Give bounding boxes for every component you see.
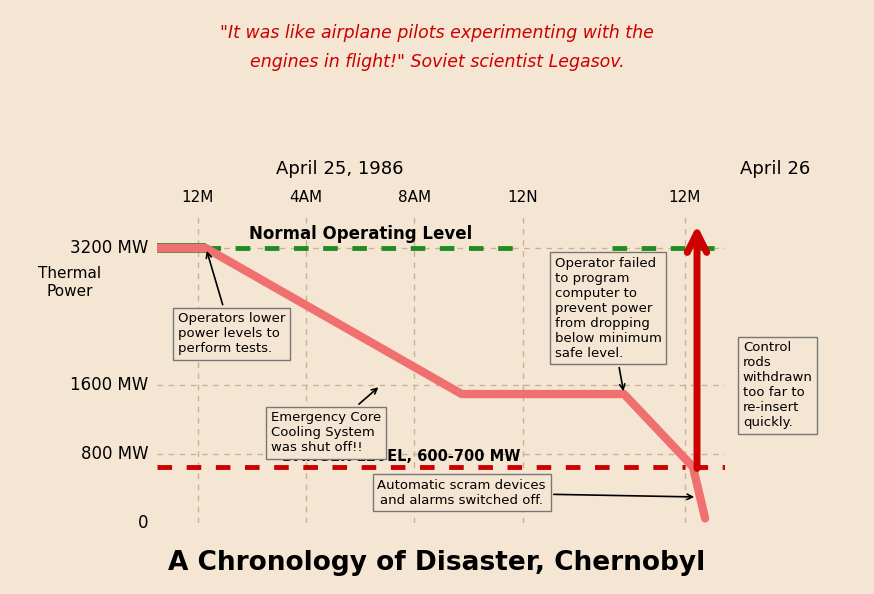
Text: 12N: 12N [507, 190, 538, 205]
Text: 12M: 12M [182, 190, 214, 205]
Text: Operators lower
power levels to
perform tests.: Operators lower power levels to perform … [177, 252, 285, 355]
Text: 3200 MW: 3200 MW [70, 239, 149, 257]
Text: A Chronology of Disaster, Chernobyl: A Chronology of Disaster, Chernobyl [169, 550, 705, 576]
Text: Operator failed
to program
computer to
prevent power
from dropping
below minimum: Operator failed to program computer to p… [555, 257, 662, 390]
Text: Automatic scram devices
and alarms switched off.: Automatic scram devices and alarms switc… [378, 479, 692, 507]
Text: Control
rods
withdrawn
too far to
re-insert
quickly.: Control rods withdrawn too far to re-ins… [743, 342, 813, 429]
Text: April 26: April 26 [740, 160, 810, 178]
Text: 8AM: 8AM [398, 190, 431, 205]
Text: 1600 MW: 1600 MW [70, 377, 149, 394]
Text: Normal Operating Level: Normal Operating Level [248, 225, 472, 243]
Text: 800 MW: 800 MW [81, 445, 149, 463]
Text: April 25, 1986: April 25, 1986 [276, 160, 404, 178]
Text: 12M: 12M [669, 190, 701, 205]
Text: 4AM: 4AM [289, 190, 323, 205]
Text: Thermal
Power: Thermal Power [38, 266, 101, 299]
Text: DANGER LEVEL, 600-700 MW: DANGER LEVEL, 600-700 MW [281, 448, 520, 463]
Text: "It was like airplane pilots experimenting with the: "It was like airplane pilots experimenti… [220, 24, 654, 42]
Text: engines in flight!" Soviet scientist Legasov.: engines in flight!" Soviet scientist Leg… [250, 53, 624, 71]
Text: Emergency Core
Cooling System
was shut off!!: Emergency Core Cooling System was shut o… [271, 388, 381, 454]
Text: 0: 0 [138, 514, 149, 532]
